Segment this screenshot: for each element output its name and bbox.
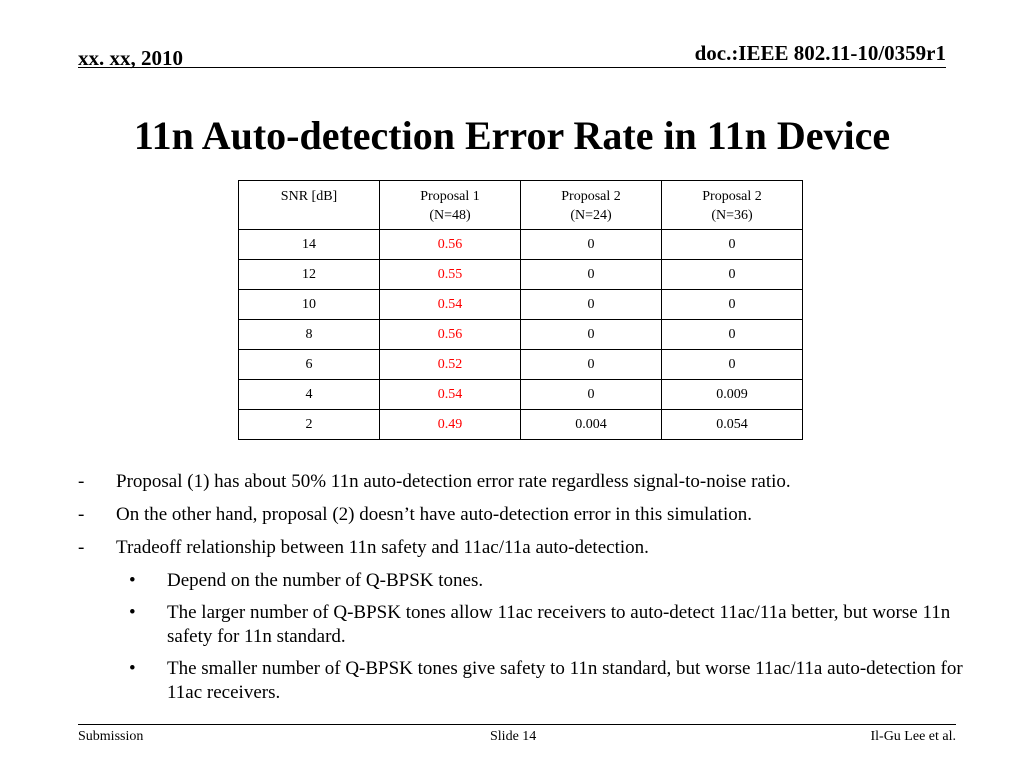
cell-proposal-2-n36: 0 [661,289,803,320]
cell-proposal-2-n24: 0 [520,319,662,350]
footer-author: Il-Gu Lee et al. [870,729,956,744]
cell-snr: 4 [238,379,380,410]
list-item: - Tradeoff relationship between 11n safe… [78,536,978,560]
header-rule [78,67,946,68]
cell-proposal-2-n36: 0.009 [661,379,803,410]
cell-proposal-2-n24: 0 [520,289,662,320]
cell-proposal-1: 0.49 [379,409,521,440]
header-snr: SNR [dB] [238,180,380,230]
bullet-dot-icon: • [129,602,136,623]
cell-proposal-1: 0.52 [379,349,521,380]
slide-title: 11n Auto-detection Error Rate in 11n Dev… [133,113,891,158]
bullet-text: On the other hand, proposal (2) doesn’t … [116,504,752,525]
cell-snr: 8 [238,319,380,350]
table-row: 6 0.52 0 0 [238,349,803,380]
list-item: • Depend on the number of Q-BPSK tones. [78,569,978,593]
cell-proposal-2-n36: 0 [661,349,803,380]
cell-snr: 12 [238,259,380,290]
cell-proposal-1: 0.56 [379,319,521,350]
table-row: 12 0.55 0 0 [238,259,803,290]
header-doc-id: doc.:IEEE 802.11-10/0359r1 [694,41,946,65]
cell-proposal-2-n24: 0.004 [520,409,662,440]
cell-proposal-1: 0.54 [379,289,521,320]
header-proposal-1: Proposal 1 (N=48) [379,180,521,230]
bullet-text: Depend on the number of Q-BPSK tones. [167,570,484,591]
dash-marker: - [78,471,85,492]
cell-proposal-1: 0.55 [379,259,521,290]
cell-proposal-2-n36: 0.054 [661,409,803,440]
table-row: 8 0.56 0 0 [238,319,803,350]
footer-submission: Submission [78,729,144,744]
table-row: 10 0.54 0 0 [238,289,803,320]
bullet-dot-icon: • [129,570,136,591]
cell-snr: 14 [238,229,380,260]
bullet-dot-icon: • [129,658,136,679]
cell-proposal-2-n36: 0 [661,259,803,290]
cell-proposal-1: 0.56 [379,229,521,260]
header-proposal-2-n24: Proposal 2 (N=24) [520,180,662,230]
table-header-row: SNR [dB] Proposal 1 (N=48) Proposal 2 (N=2… [238,180,803,230]
list-item: - On the other hand, proposal (2) doesn’… [78,503,978,527]
cell-snr: 2 [238,409,380,440]
list-item: • The smaller number of Q-BPSK tones giv… [78,657,978,705]
header-proposal-2-n36: Proposal 2 (N=36) [661,180,803,230]
table-row: 2 0.49 0.004 0.054 [238,409,803,440]
list-item: • The larger number of Q-BPSK tones allo… [78,601,978,649]
bullet-list: - Proposal (1) has about 50% 11n auto-de… [78,470,978,713]
cell-proposal-2-n24: 0 [520,349,662,380]
cell-proposal-2-n24: 0 [520,379,662,410]
bullet-text: The larger number of Q-BPSK tones allow … [167,602,951,647]
cell-proposal-2-n24: 0 [520,229,662,260]
cell-snr: 6 [238,349,380,380]
bullet-text: Proposal (1) has about 50% 11n auto-dete… [116,471,791,492]
bullet-text: Tradeoff relationship between 11n safety… [116,537,649,558]
cell-proposal-2-n24: 0 [520,259,662,290]
bullet-text: The smaller number of Q-BPSK tones give … [167,658,963,703]
table-row: 4 0.54 0 0.009 [238,379,803,410]
list-item: - Proposal (1) has about 50% 11n auto-de… [78,470,978,494]
footer-rule [78,724,956,725]
cell-proposal-2-n36: 0 [661,319,803,350]
dash-marker: - [78,504,85,525]
footer-slide-number: Slide 14 [490,729,537,744]
cell-snr: 10 [238,289,380,320]
header-date: xx. xx, 2010 [78,46,183,70]
results-table: SNR [dB] Proposal 1 (N=48) Proposal 2 (N=2… [238,180,803,440]
dash-marker: - [78,537,85,558]
table-row: 14 0.56 0 0 [238,229,803,260]
cell-proposal-2-n36: 0 [661,229,803,260]
cell-proposal-1: 0.54 [379,379,521,410]
